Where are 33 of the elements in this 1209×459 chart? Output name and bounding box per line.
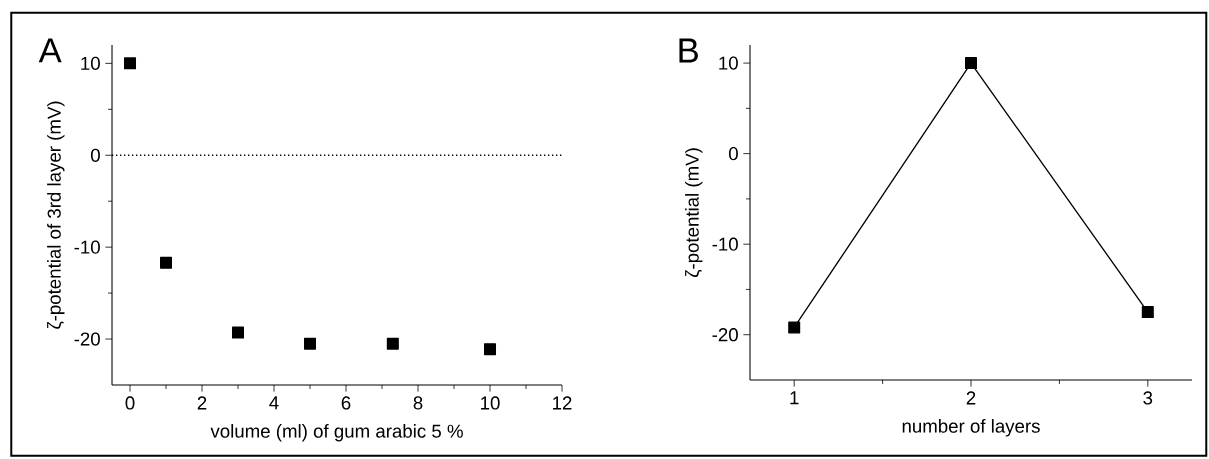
y-tick-label: -10	[74, 240, 100, 254]
x-tick-label: 6	[341, 396, 351, 410]
y-axis-title: ζ-potential of 3rd layer (mV)	[47, 101, 65, 329]
point	[965, 57, 978, 70]
x-tick-label: 3	[1143, 391, 1153, 405]
y-tick-label: -20	[74, 332, 100, 346]
y-tick-label: -20	[712, 328, 738, 342]
x-tick-label: 10	[481, 396, 500, 410]
point	[484, 343, 497, 356]
x-tick-label: 0	[125, 396, 135, 410]
point	[788, 321, 801, 334]
y-tick-label: 10	[719, 56, 738, 70]
x-tick-label: 8	[413, 396, 423, 410]
point	[386, 337, 399, 350]
text: A	[38, 38, 62, 63]
point	[232, 326, 245, 339]
point	[1141, 306, 1154, 319]
point	[124, 57, 137, 70]
text: B	[679, 38, 698, 63]
point	[304, 337, 317, 350]
y-tick-label: 10	[81, 56, 100, 70]
y-tick-label: 0	[90, 148, 100, 162]
x-tick-label: 2	[966, 391, 976, 405]
x-tick-label: 1	[790, 391, 799, 405]
x-axis-title: volume (ml) of gum arabic 5 %	[210, 424, 463, 442]
point	[160, 256, 173, 269]
x-tick-label: 2	[197, 396, 207, 410]
x-axis-title: number of layers	[902, 419, 1040, 437]
y-tick-label: 0	[728, 147, 738, 161]
y-axis-title: ζ-potential (mV)	[685, 148, 703, 278]
x-tick-label: 12	[553, 396, 572, 410]
x-tick-label: 4	[269, 396, 279, 410]
y-tick-label: -10	[712, 237, 738, 251]
